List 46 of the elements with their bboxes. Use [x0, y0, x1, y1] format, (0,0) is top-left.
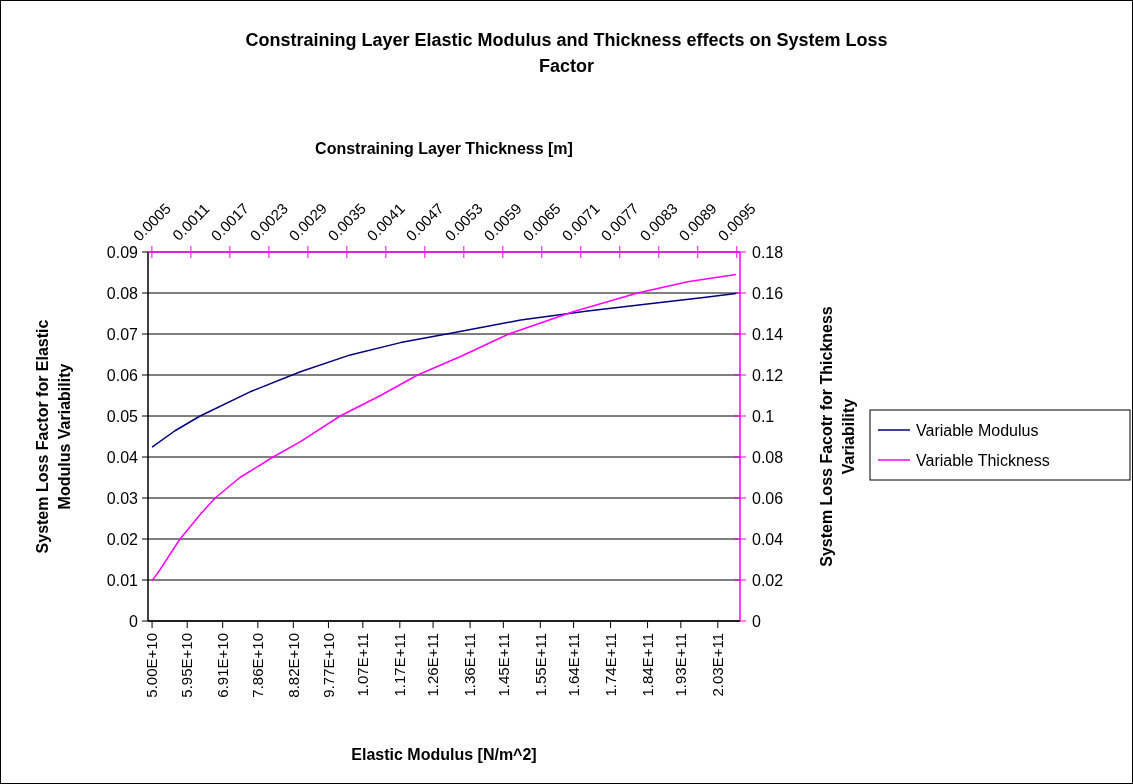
y-tick-label: 0.02 — [106, 530, 139, 548]
x-tick-label: 5.95E+10 — [178, 633, 196, 698]
x-tick-label: 1.17E+11 — [391, 633, 409, 697]
x-axis-title: Elastic Modulus [N/m^2] — [351, 746, 537, 763]
x-tick-label: 6.91E+10 — [213, 633, 231, 698]
x-tick-label: 5.00E+10 — [143, 633, 161, 698]
y2-tick-label: 0.12 — [752, 366, 784, 384]
x-tick-label: 8.82E+10 — [284, 633, 302, 698]
y2-tick-label: 0.08 — [752, 448, 784, 466]
y2-tick-label: 0.16 — [752, 284, 784, 302]
y-tick-label: 0.09 — [106, 243, 139, 261]
y2-axis-title: System Loss Facotr for Thickness Variability — [818, 306, 857, 567]
x-tick-label: 9.77E+10 — [319, 633, 337, 698]
y-tick-label: 0.06 — [106, 366, 139, 384]
y-tick-label: 0.07 — [106, 325, 139, 343]
y2-tick-label: 0.14 — [752, 325, 784, 343]
y-tick-label: 0.03 — [106, 489, 139, 507]
x-tick-label: 1.45E+11 — [494, 633, 512, 697]
y2-tick-label: 0.18 — [752, 243, 784, 261]
y-tick-label: 0 — [129, 612, 139, 630]
y-tick-label: 0.05 — [106, 407, 139, 425]
x-tick-label: 1.64E+11 — [564, 633, 582, 697]
line-series — [151, 273, 737, 582]
y-axis-title: System Loss Factor for Elastic Modulus Variability — [34, 319, 73, 554]
y2-tick-label: 0.06 — [752, 489, 784, 507]
y-tick-label: 0.08 — [106, 284, 139, 302]
x2-axis-title: Constraining Layer Thickness [m] — [315, 140, 573, 157]
x-tick-label: 1.84E+11 — [638, 633, 656, 697]
legend-label: Variable Modulus — [916, 421, 1039, 439]
x-tick-label: 2.03E+11 — [709, 633, 727, 697]
x-tick-label: 1.55E+11 — [531, 633, 549, 697]
x-tick-label: 7.86E+10 — [249, 633, 267, 698]
x-tick-label: 1.26E+11 — [424, 633, 442, 697]
y-tick-label: 0.04 — [106, 448, 139, 466]
chart-title: Constraining Layer Elastic Modulus and Thickness effects on System Loss Factor — [245, 30, 888, 76]
x-tick-label: 1.07E+11 — [354, 633, 372, 697]
line-series — [151, 292, 737, 448]
legend-label: Variable Thickness — [916, 451, 1050, 469]
y2-tick-label: 0.04 — [752, 530, 784, 548]
y-tick-label: 0.01 — [106, 571, 139, 589]
x-tick-label: 1.36E+11 — [461, 633, 479, 697]
x-tick-label: 1.74E+11 — [601, 633, 619, 697]
y2-tick-label: 0.02 — [752, 571, 784, 589]
y2-tick-label: 0 — [752, 612, 761, 630]
x-tick-label: 1.93E+11 — [672, 633, 690, 697]
y2-tick-label: 0.1 — [752, 407, 775, 425]
